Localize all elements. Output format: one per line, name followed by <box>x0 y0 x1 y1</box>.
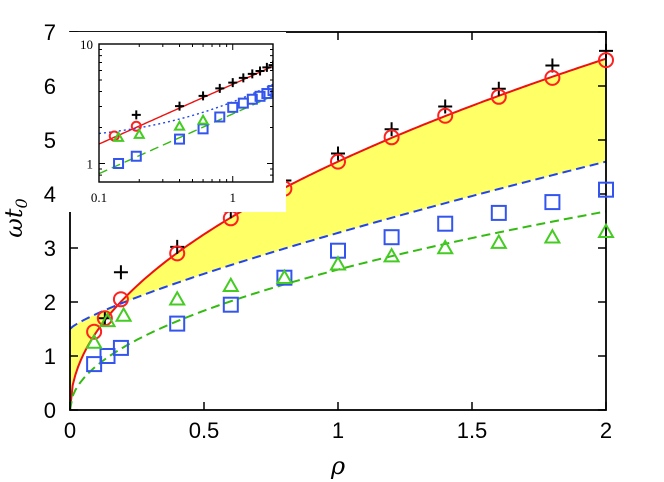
inset-data-point-square <box>261 88 273 100</box>
data-point-triangle <box>382 247 401 263</box>
data-point-plus <box>384 122 399 137</box>
inset-y-tick-label: 1 <box>87 156 94 171</box>
inset-data-point-square <box>113 157 125 169</box>
x-tick-label: 0 <box>64 418 76 443</box>
data-point-circle <box>437 107 454 124</box>
data-point-plus <box>331 146 345 161</box>
data-point-square <box>383 229 400 246</box>
inset-data-point-square <box>254 90 266 102</box>
inset-data-point-square <box>174 133 186 145</box>
data-point-circle <box>490 88 507 105</box>
data-point-square <box>598 181 614 198</box>
y-tick-label: 7 <box>44 20 56 45</box>
inset-data-point-square <box>130 150 142 162</box>
inset-plot: 0.1 1 1 10 <box>62 32 286 212</box>
data-point-circle <box>544 69 561 86</box>
data-point-square <box>86 356 103 373</box>
data-point-triangle <box>597 222 615 239</box>
inset-data-point-plus <box>238 73 248 83</box>
data-point-plus <box>438 99 453 114</box>
inset-data-point-plus <box>215 83 225 93</box>
x-axis-label: ρ <box>330 452 345 480</box>
data-point-circle <box>86 323 103 340</box>
data-point-circle <box>598 52 614 69</box>
inset-data-point-plus <box>198 91 208 101</box>
inset-data-point-plus <box>268 60 273 70</box>
data-point-square <box>490 204 507 221</box>
data-point-triangle <box>543 228 562 244</box>
fit-curve-1 <box>69 57 607 411</box>
data-point-triangle <box>98 311 117 328</box>
inset-data-point-plus <box>262 62 272 72</box>
inset-data-point-square <box>214 111 226 123</box>
data-point-triangle <box>329 255 347 271</box>
inset-data-point-plus <box>255 66 265 76</box>
inset-data-point-triangle <box>133 127 146 139</box>
inset-data-point-square <box>227 101 239 113</box>
inset-data-point-plus <box>228 78 238 88</box>
inset-x-tick-label: 0.1 <box>91 190 107 205</box>
inset-data-point-circle <box>130 120 142 132</box>
data-point-plus <box>113 265 128 280</box>
data-point-circle <box>112 291 129 308</box>
inset-background <box>62 32 286 212</box>
inset-content <box>99 60 273 175</box>
inset-data-point-triangle <box>196 113 210 125</box>
data-point-triangle <box>490 233 508 249</box>
y-tick-label: 1 <box>44 344 56 369</box>
inset-frame <box>98 43 274 183</box>
y-axis-label: ωt0 <box>0 198 31 237</box>
inset-data-point-plus <box>247 69 257 79</box>
y-tick-label: 0 <box>44 398 56 423</box>
x-tick-label: 1.5 <box>457 418 488 443</box>
data-point-triangle <box>85 333 103 349</box>
y-tick-label: 2 <box>44 290 56 315</box>
y-tick-label: 6 <box>44 74 56 99</box>
data-point-circle <box>169 245 186 262</box>
main-plot: 0 0.5 1 1.5 2 0 1 2 3 4 5 6 7 <box>44 20 615 443</box>
data-point-square <box>437 215 454 232</box>
data-point-triangle <box>436 238 454 255</box>
shaded-region <box>70 58 606 411</box>
data-point-triangle <box>222 276 240 293</box>
data-point-circle <box>383 129 400 146</box>
x-tick-label: 1 <box>332 418 344 443</box>
y-axis-label-main: ωt <box>0 208 28 238</box>
data-point-circle <box>330 153 346 170</box>
fit-curve-3 <box>69 210 607 411</box>
y-tick-label: 4 <box>44 182 56 207</box>
inset-data-point-square <box>267 85 273 97</box>
data-point-square <box>99 348 116 364</box>
x-tick-label: 2 <box>600 418 612 443</box>
inset-x-tick-label: 1 <box>229 190 236 205</box>
data-point-square <box>169 315 186 332</box>
data-point-triangle <box>114 306 133 322</box>
inset-data-point-triangle <box>173 119 186 131</box>
y-tick-label: 3 <box>44 236 56 261</box>
x-tick-label: 0.5 <box>189 418 220 443</box>
fit-curve-2 <box>69 160 607 330</box>
inset-data-point-plus <box>131 110 141 120</box>
data-point-plus <box>599 43 613 58</box>
inset-data-point-triangle <box>112 130 125 142</box>
data-point-triangle <box>275 268 294 284</box>
y-tick-label: 5 <box>44 128 56 153</box>
data-point-plus <box>491 81 506 96</box>
inset-data-point-plus <box>175 101 185 111</box>
y-axis-label-subscript: 0 <box>12 198 31 208</box>
data-point-square <box>544 194 561 211</box>
data-point-square <box>222 296 239 313</box>
inset-fit-curve-3 <box>99 95 273 175</box>
data-point-square <box>112 339 129 356</box>
data-point-triangle <box>168 290 186 306</box>
inset-data-point-square <box>246 93 258 105</box>
inset-y-tick-label: 10 <box>80 37 93 52</box>
